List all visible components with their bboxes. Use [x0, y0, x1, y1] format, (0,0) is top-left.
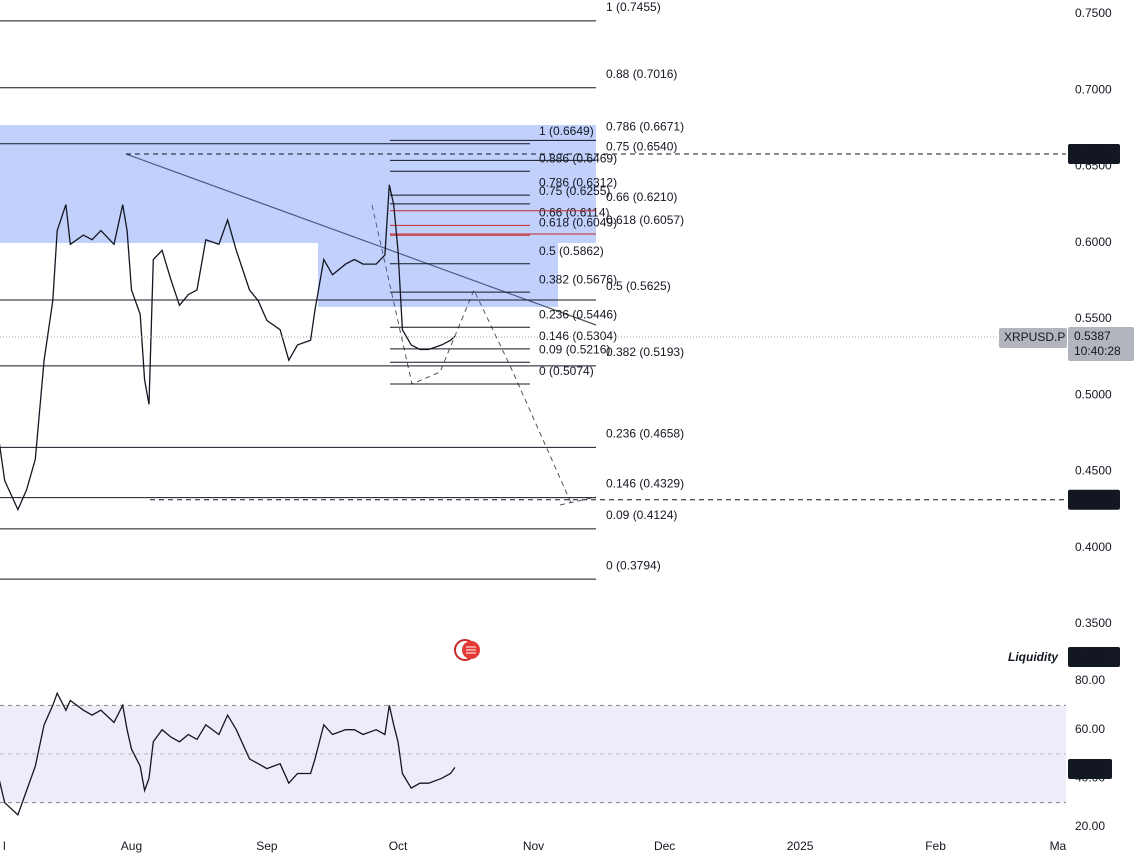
fib-label: 0.146 (0.5304)	[539, 329, 617, 343]
last-price: 0.5387	[1074, 329, 1111, 343]
price-badge	[1068, 143, 1120, 164]
price-badge	[1068, 489, 1120, 510]
time-tick-label: Feb	[925, 839, 946, 853]
rsi-line	[0, 691, 456, 816]
fib-label: 0 (0.3794)	[606, 558, 661, 572]
rsi-badge-label: 44.51	[1074, 761, 1104, 775]
price-tick-label: 0.4500	[1075, 464, 1112, 478]
fib-label: 0.88 (0.7016)	[606, 67, 677, 81]
price-line	[0, 184, 456, 512]
fib-label: 0.09 (0.4124)	[606, 508, 677, 522]
rsi-tick-label: 60.00	[1075, 722, 1105, 736]
zone	[0, 125, 596, 243]
trendline	[125, 153, 597, 326]
fib-label: 0.886 (0.6469)	[539, 151, 617, 165]
symbol-label: XRPUSD.P	[1004, 330, 1065, 344]
fib-label: 0.66 (0.6114)	[539, 206, 610, 220]
liquidity-badge	[1068, 647, 1120, 667]
time-tick-label: Nov	[523, 839, 544, 853]
fib-label: 0 (0.5074)	[539, 364, 594, 378]
time-tick-label: Aug	[121, 839, 142, 853]
time-tick-label: Sep	[256, 839, 278, 853]
fib-label: 0.618 (0.6049)	[539, 215, 617, 229]
fib-label: 0.146 (0.4329)	[606, 477, 684, 491]
fib-label: 1 (0.6649)	[539, 124, 594, 138]
fib-label: 0.66 (0.6210)	[606, 190, 677, 204]
fib-label: 0.75 (0.6255)	[539, 184, 610, 198]
fib-label: 0.75 (0.6540)	[606, 140, 677, 154]
price-tick-label: 0.4000	[1075, 540, 1112, 554]
zone	[318, 243, 558, 307]
price-tick-label: 0.7500	[1075, 6, 1112, 20]
time-tick-label: Ma	[1050, 839, 1067, 853]
time-tick-label: l	[3, 839, 6, 853]
last-price-badge	[1068, 327, 1134, 361]
rsi-tick-label: 80.00	[1075, 673, 1105, 687]
fib-label: 0.786 (0.6671)	[606, 120, 684, 134]
price-tick-label: 0.5000	[1075, 387, 1112, 401]
fib-label: 0.382 (0.5676)	[539, 272, 617, 286]
fib-label: 0.5 (0.5862)	[539, 244, 604, 258]
price-badge-label: 0.6582	[1074, 146, 1111, 160]
rsi-badge	[1068, 759, 1112, 779]
fib-label: 0.09 (0.5216)	[539, 342, 610, 356]
price-tick-label: 0.7000	[1075, 82, 1112, 96]
liquidity-label: Liquidity	[1008, 650, 1059, 664]
time-tick-label: 2025	[787, 839, 814, 853]
logo	[454, 639, 480, 661]
fib-label: 0.618 (0.6057)	[606, 213, 684, 227]
projection	[371, 204, 573, 506]
fib-label: 0.236 (0.4658)	[606, 427, 684, 441]
projection	[559, 496, 597, 506]
time-tick-label: Dec	[654, 839, 675, 853]
price-tick-label: 0.6000	[1075, 235, 1112, 249]
fib-label: 0.5 (0.5625)	[606, 279, 671, 293]
symbol-badge	[999, 328, 1067, 348]
fib-label: 1 (0.7455)	[606, 0, 661, 14]
fib-label: 0.236 (0.5446)	[539, 307, 617, 321]
time-tick-label: Oct	[389, 839, 408, 853]
price-tick-label: 0.3500	[1075, 616, 1112, 630]
rsi-tick-label: 20.00	[1075, 819, 1105, 833]
countdown: 10:40:28	[1074, 344, 1121, 358]
fib-label: 0.382 (0.5193)	[606, 345, 684, 359]
fib-label: 0.786 (0.6312)	[539, 175, 617, 189]
price-badge-label: 0.4315	[1074, 492, 1111, 506]
liquidity-value: 0.3187	[1074, 649, 1111, 663]
price-tick-label: 0.5500	[1075, 311, 1112, 325]
